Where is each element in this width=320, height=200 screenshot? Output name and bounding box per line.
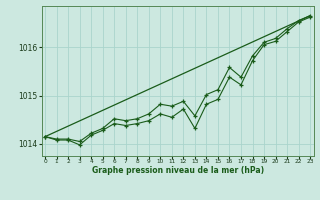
X-axis label: Graphe pression niveau de la mer (hPa): Graphe pression niveau de la mer (hPa) — [92, 166, 264, 175]
